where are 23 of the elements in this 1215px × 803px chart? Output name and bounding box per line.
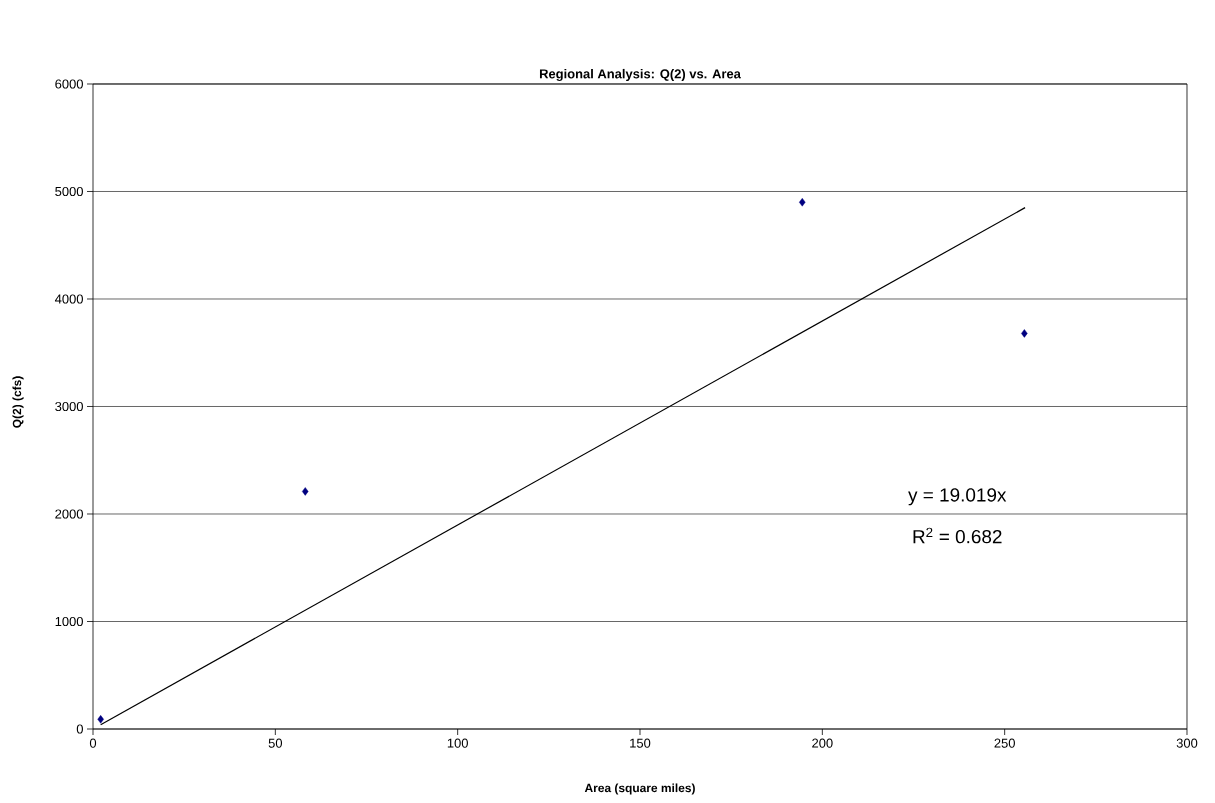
- y-tick-label: 3000: [55, 401, 83, 412]
- y-tick-label: 2000: [55, 509, 83, 519]
- point: [1021, 329, 1028, 338]
- x-tick-label: 200: [812, 738, 833, 748]
- y-axis-title: Q(2) (cfs): [12, 376, 24, 428]
- y-tick-label: 1000: [55, 616, 83, 627]
- x-tick-label: 0: [89, 738, 97, 748]
- y-tick-label: 4000: [54, 294, 83, 304]
- y-tick-label: 0: [76, 724, 83, 734]
- point: [799, 198, 806, 207]
- y-tick-label: 6000: [55, 79, 83, 89]
- x-tick-label: 150: [630, 738, 651, 748]
- x-tick-label: 100: [447, 738, 468, 748]
- point: [97, 715, 104, 724]
- x-tick-label: 250: [994, 738, 1015, 748]
- x-tick-label: 300: [1176, 738, 1198, 748]
- y-tick-label: 5000: [55, 186, 83, 197]
- annotation: y = 19.019x: [908, 488, 1007, 506]
- x-axis-title: Area (square miles): [584, 783, 695, 795]
- point: [302, 487, 309, 496]
- x-tick-label: 50: [268, 738, 283, 748]
- annotation: R$^{2}$ = 0.682: [913, 527, 1002, 544]
- chart-title: Regional Analysis: Q(2) vs. Area: [539, 68, 741, 82]
